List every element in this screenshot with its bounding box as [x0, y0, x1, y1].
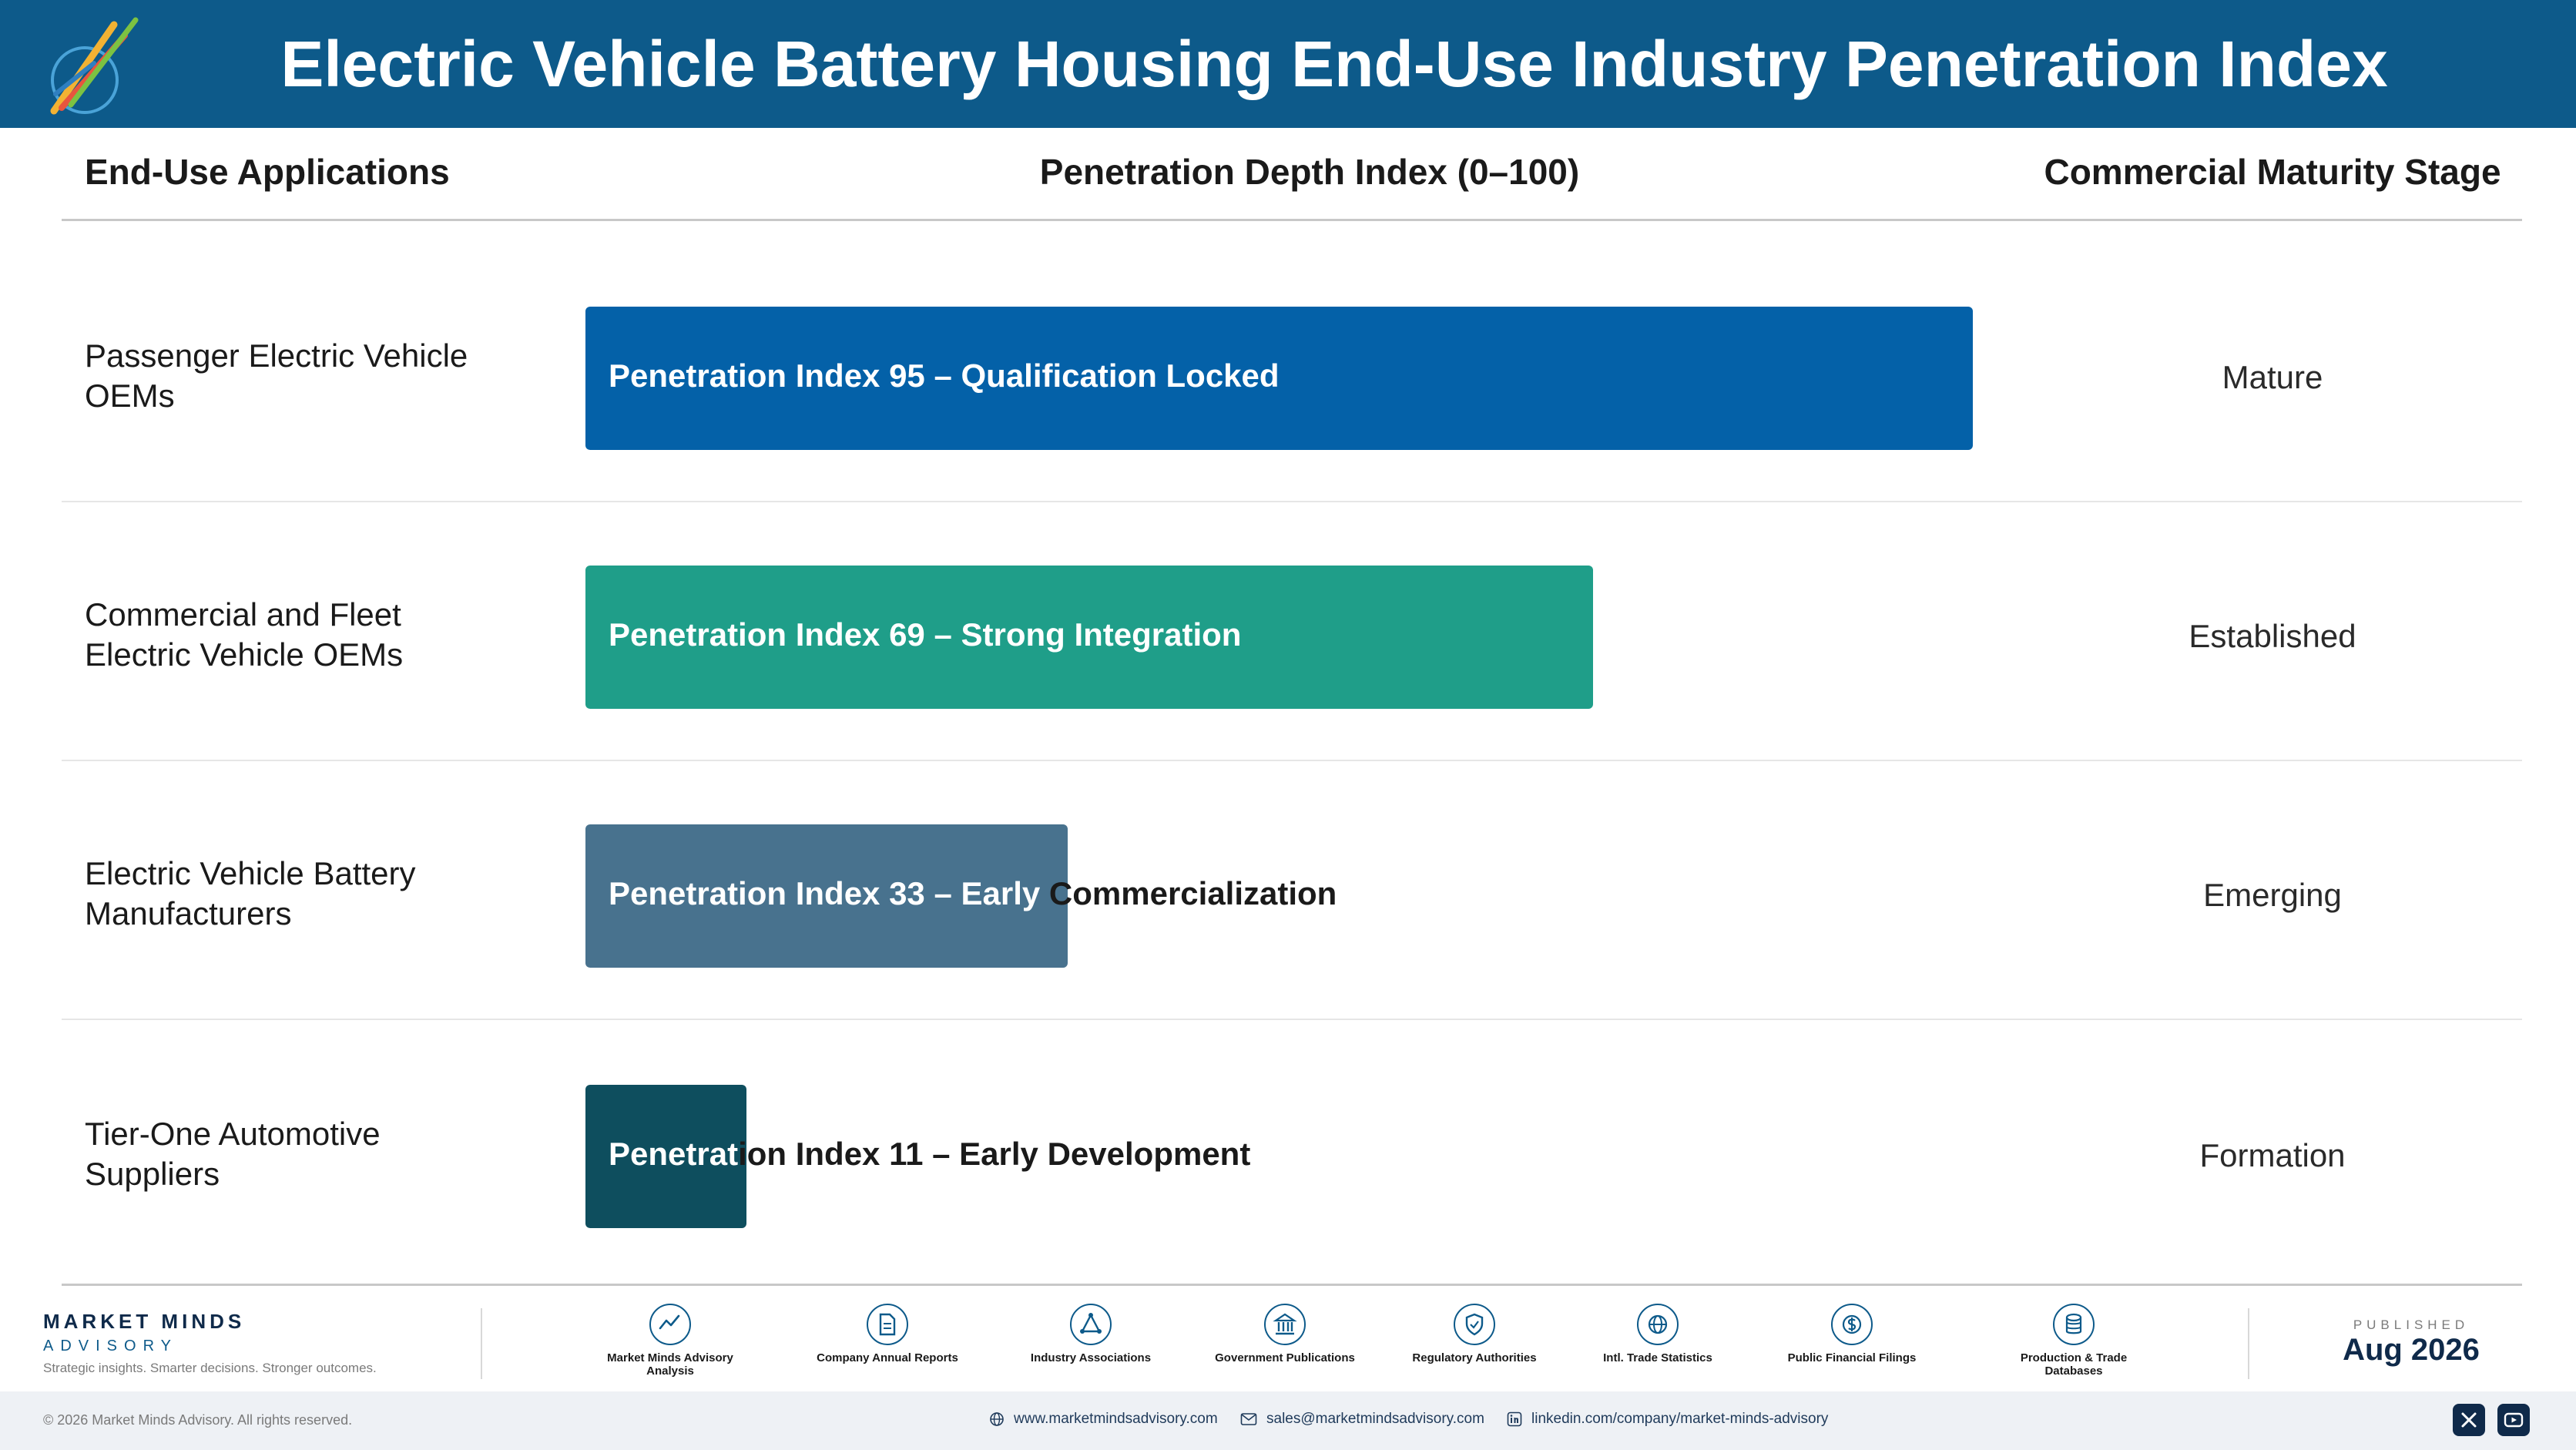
globe-icon	[1637, 1304, 1679, 1345]
x-social-button[interactable]	[2453, 1404, 2485, 1436]
column-header-stage: Commercial Maturity Stage	[2044, 152, 2501, 192]
bar-label: Penetration Index 95 – Qualification Loc…	[609, 357, 1280, 394]
bar-label: Penetration Index 33 – Early Commerciali…	[609, 875, 1337, 911]
row-label: Tier-One Automotive Suppliers	[85, 1116, 381, 1192]
column-header-applications: End-Use Applications	[85, 152, 450, 192]
stage-label: Established	[2189, 618, 2356, 654]
stage-label: Formation	[2199, 1137, 2346, 1173]
youtube-social-button[interactable]	[2497, 1404, 2530, 1436]
row-divider	[62, 1019, 2522, 1020]
footer-divider	[481, 1308, 482, 1379]
source-label: Intl. Trade Statistics	[1603, 1351, 1712, 1364]
source-item: Government Publications	[1208, 1304, 1362, 1364]
header-banner: Electric Vehicle Battery Housing End-Use…	[0, 0, 2576, 128]
chart-icon	[649, 1304, 691, 1345]
bar	[585, 307, 1973, 450]
source-item: Intl. Trade Statistics	[1581, 1304, 1735, 1364]
source-label: Government Publications	[1215, 1351, 1355, 1364]
chart-bottom-divider	[62, 1284, 2522, 1286]
page-title: Electric Vehicle Battery Housing End-Use…	[280, 27, 2388, 100]
bar	[585, 824, 1068, 968]
source-label: Market Minds Advisory Analysis	[607, 1351, 733, 1378]
row-label: Passenger Electric Vehicle OEMs	[85, 337, 468, 414]
source-label: Company Annual Reports	[817, 1351, 958, 1364]
linkedin-link[interactable]: linkedin.com/company/market-minds-adviso…	[1507, 1411, 1828, 1428]
published-date: Aug 2026	[2343, 1333, 2480, 1367]
youtube-icon	[2504, 1412, 2524, 1428]
bar-label: Penetration Index 69 – Strong Integratio…	[609, 616, 1242, 653]
stage-label: Mature	[2222, 359, 2323, 395]
header-divider	[62, 219, 2522, 221]
dollar-icon	[1831, 1304, 1873, 1345]
email-text: sales@marketmindsadvisory.com	[1266, 1411, 1484, 1427]
stage-label: Emerging	[2203, 877, 2342, 913]
published-label: PUBLISHED	[2353, 1317, 2470, 1332]
source-label: Public Financial Filings	[1787, 1351, 1917, 1364]
shield-icon	[1454, 1304, 1495, 1345]
source-label: Industry Associations	[1030, 1351, 1152, 1364]
row-label: Commercial and Fleet Electric Vehicle OE…	[85, 596, 404, 673]
source-item: Industry Associations	[1014, 1304, 1168, 1364]
row-label: Electric Vehicle Battery Manufacturers	[85, 855, 416, 931]
bar-label: Penetration Index 11 – Early Development	[609, 1136, 1251, 1172]
brand-sub: ADVISORY	[43, 1338, 178, 1354]
bar	[585, 566, 1593, 709]
mail-icon	[1240, 1413, 1257, 1425]
footer-divider	[2248, 1308, 2249, 1379]
network-icon	[1070, 1304, 1112, 1345]
logo-icon	[50, 17, 139, 115]
bottom-bar	[0, 1391, 2576, 1450]
row-divider	[62, 760, 2522, 761]
website-link[interactable]: www.marketmindsadvisory.com	[989, 1411, 1218, 1428]
source-item: Regulatory Authorities	[1397, 1304, 1551, 1364]
source-item: Public Financial Filings	[1775, 1304, 1929, 1364]
email-link[interactable]: sales@marketmindsadvisory.com	[1240, 1411, 1484, 1428]
column-header-depth: Penetration Depth Index (0–100)	[1039, 152, 1580, 192]
database-icon	[2053, 1304, 2095, 1345]
website-text: www.marketmindsadvisory.com	[1014, 1411, 1218, 1427]
linkedin-text: linkedin.com/company/market-minds-adviso…	[1531, 1411, 1829, 1427]
brand-name: MARKET MINDS	[43, 1310, 246, 1333]
source-item: Production & Trade Databases	[1997, 1304, 2151, 1378]
source-item: Market Minds Advisory Analysis	[593, 1304, 747, 1378]
x-icon	[2461, 1412, 2477, 1428]
source-item: Company Annual Reports	[810, 1304, 964, 1364]
globe-icon	[990, 1412, 1004, 1426]
row-divider	[62, 501, 2522, 502]
document-icon	[867, 1304, 908, 1345]
source-label: Regulatory Authorities	[1412, 1351, 1537, 1364]
building-icon	[1264, 1304, 1306, 1345]
linkedin-icon	[1507, 1411, 1522, 1427]
bar	[585, 1085, 746, 1228]
source-label: Production & Trade Databases	[2020, 1351, 2128, 1378]
brand-tagline: Strategic insights. Smarter decisions. S…	[43, 1361, 377, 1375]
copyright: © 2026 Market Minds Advisory. All rights…	[43, 1412, 353, 1428]
